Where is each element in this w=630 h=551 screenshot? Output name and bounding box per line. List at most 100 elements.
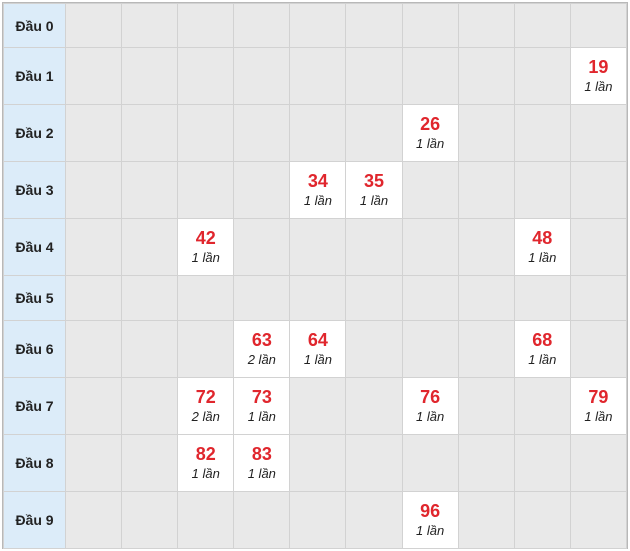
empty-cell xyxy=(569,104,628,162)
empty-cell xyxy=(457,218,515,276)
number-value: 64 xyxy=(307,330,328,350)
empty-cell xyxy=(289,3,347,48)
empty-cell xyxy=(401,275,459,321)
empty-cell xyxy=(569,275,628,321)
empty-cell xyxy=(345,377,403,435)
empty-cell xyxy=(177,491,235,549)
empty-cell xyxy=(513,275,571,321)
empty-cell xyxy=(177,275,235,321)
empty-cell xyxy=(401,47,459,105)
grid-row: Đầu 6 63 2 lần 64 1 lần 68 1 lần xyxy=(3,320,628,378)
number-cell: 73 1 lần xyxy=(233,377,291,435)
empty-cell xyxy=(233,161,291,219)
empty-cell xyxy=(64,104,123,162)
number-value: 34 xyxy=(307,171,328,191)
empty-cell xyxy=(121,320,179,378)
empty-cell xyxy=(345,320,403,378)
empty-cell xyxy=(121,491,179,549)
row-label: Đầu 2 xyxy=(3,104,66,162)
empty-cell xyxy=(233,491,291,549)
empty-cell xyxy=(121,3,179,48)
empty-cell xyxy=(289,491,347,549)
number-value: 42 xyxy=(195,228,216,248)
empty-cell xyxy=(345,434,403,492)
number-cell: 82 1 lần xyxy=(177,434,235,492)
empty-cell xyxy=(177,104,235,162)
occurrence-count: 1 lần xyxy=(584,409,613,424)
grid-row: Đầu 7 72 2 lần 73 1 lần 76 1 lần 79 1 lần xyxy=(3,377,628,435)
empty-cell xyxy=(233,275,291,321)
number-cell: 64 1 lần xyxy=(289,320,347,378)
grid-row: Đầu 3 34 1 lần 35 1 lần xyxy=(3,161,628,219)
empty-cell xyxy=(64,218,123,276)
empty-cell xyxy=(457,491,515,549)
row-label: Đầu 0 xyxy=(3,3,66,48)
occurrence-count: 1 lần xyxy=(359,193,389,208)
empty-cell xyxy=(177,320,235,378)
row-label: Đầu 4 xyxy=(3,218,66,276)
empty-cell xyxy=(289,434,347,492)
empty-cell xyxy=(177,3,235,48)
number-cell: 34 1 lần xyxy=(289,161,347,219)
number-value: 83 xyxy=(251,444,272,464)
empty-cell xyxy=(569,161,628,219)
occurrence-count: 1 lần xyxy=(247,409,276,424)
empty-cell xyxy=(457,3,515,48)
frequency-grid: Đầu 0 Đầu 1 19 1 lần Đầu 2 26 1 lần Đầu 3 34 1 lầ… xyxy=(3,3,628,549)
row-label: Đầu 7 xyxy=(3,377,66,435)
occurrence-count: 1 lần xyxy=(584,79,613,94)
row-label: Đầu 6 xyxy=(3,320,66,378)
empty-cell xyxy=(121,275,179,321)
empty-cell xyxy=(513,161,571,219)
number-cell: 76 1 lần xyxy=(401,377,459,435)
number-value: 35 xyxy=(364,171,385,191)
empty-cell xyxy=(289,47,347,105)
number-cell: 35 1 lần xyxy=(345,161,403,219)
occurrence-count: 2 lần xyxy=(247,352,276,367)
number-cell: 26 1 lần xyxy=(401,104,459,162)
empty-cell xyxy=(121,104,179,162)
empty-cell xyxy=(457,161,515,219)
empty-cell xyxy=(289,218,347,276)
empty-cell xyxy=(233,218,291,276)
number-value: 72 xyxy=(195,387,216,407)
empty-cell xyxy=(569,218,628,276)
number-cell: 83 1 lần xyxy=(233,434,291,492)
empty-cell xyxy=(345,491,403,549)
number-value: 82 xyxy=(195,444,216,464)
empty-cell xyxy=(64,434,123,492)
empty-cell xyxy=(233,47,291,105)
empty-cell xyxy=(177,161,235,219)
row-label: Đầu 8 xyxy=(3,434,66,492)
number-value: 79 xyxy=(588,387,609,407)
number-cell: 72 2 lần xyxy=(177,377,235,435)
empty-cell xyxy=(401,434,459,492)
number-value: 68 xyxy=(532,330,553,350)
empty-cell xyxy=(289,377,347,435)
occurrence-count: 1 lần xyxy=(247,466,276,481)
empty-cell xyxy=(513,3,571,48)
number-cell: 96 1 lần xyxy=(401,491,459,549)
number-cell: 42 1 lần xyxy=(177,218,235,276)
empty-cell xyxy=(569,320,628,378)
number-cell: 68 1 lần xyxy=(513,320,571,378)
number-cell: 19 1 lần xyxy=(569,47,628,105)
empty-cell xyxy=(64,161,123,219)
occurrence-count: 1 lần xyxy=(191,250,220,265)
occurrence-count: 1 lần xyxy=(416,523,445,538)
occurrence-count: 1 lần xyxy=(191,466,220,481)
empty-cell xyxy=(121,434,179,492)
empty-cell xyxy=(64,275,123,321)
row-label: Đầu 5 xyxy=(3,275,66,321)
empty-cell xyxy=(64,491,123,549)
empty-cell xyxy=(401,218,459,276)
empty-cell xyxy=(64,377,123,435)
empty-cell xyxy=(401,320,459,378)
grid-row: Đầu 9 96 1 lần xyxy=(3,491,628,549)
empty-cell xyxy=(457,275,515,321)
empty-cell xyxy=(513,434,571,492)
row-label: Đầu 1 xyxy=(3,47,66,105)
grid-row: Đầu 1 19 1 lần xyxy=(3,47,628,105)
grid-row: Đầu 2 26 1 lần xyxy=(3,104,628,162)
empty-cell xyxy=(569,3,628,48)
